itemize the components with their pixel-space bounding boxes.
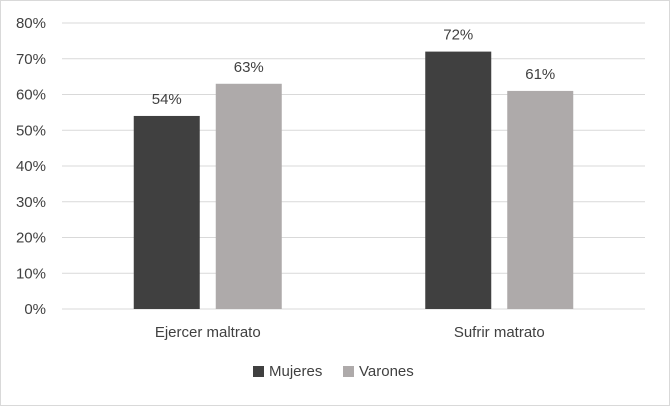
- bar-varones-2: [507, 90, 574, 309]
- y-tick-label: 60%: [16, 87, 46, 104]
- legend-item-mujeres: Mujeres: [253, 363, 322, 380]
- category-label: Ejercer maltrato: [155, 324, 261, 341]
- y-tick-label: 0%: [24, 301, 46, 318]
- legend-item-varones: Varones: [343, 363, 414, 380]
- legend-label: Varones: [359, 363, 414, 380]
- legend-label: Mujeres: [269, 363, 322, 380]
- y-tick-label: 50%: [16, 122, 46, 139]
- legend: Mujeres Varones: [253, 363, 414, 380]
- data-label: 54%: [152, 91, 182, 108]
- bars: [133, 51, 574, 310]
- bar-mujeres-2: [425, 51, 492, 309]
- data-label: 72%: [443, 27, 473, 44]
- legend-swatch: [343, 366, 354, 377]
- y-tick-label: 40%: [16, 158, 46, 175]
- y-axis: 0% 10% 20% 30% 40% 50% 60% 70% 80%: [16, 15, 46, 318]
- y-tick-label: 20%: [16, 230, 46, 247]
- y-tick-label: 30%: [16, 194, 46, 211]
- bar-varones-1: [215, 83, 282, 310]
- bar-mujeres-1: [133, 115, 200, 309]
- category-label: Sufrir matrato: [454, 324, 545, 341]
- data-labels: 54% 63% 72% 61%: [152, 27, 556, 108]
- legend-swatch: [253, 366, 264, 377]
- y-tick-label: 70%: [16, 51, 46, 68]
- y-tick-label: 80%: [16, 15, 46, 32]
- y-tick-label: 10%: [16, 265, 46, 282]
- data-label: 63%: [234, 59, 264, 76]
- data-label: 61%: [525, 66, 555, 83]
- x-axis: Ejercer maltrato Sufrir matrato: [155, 324, 545, 341]
